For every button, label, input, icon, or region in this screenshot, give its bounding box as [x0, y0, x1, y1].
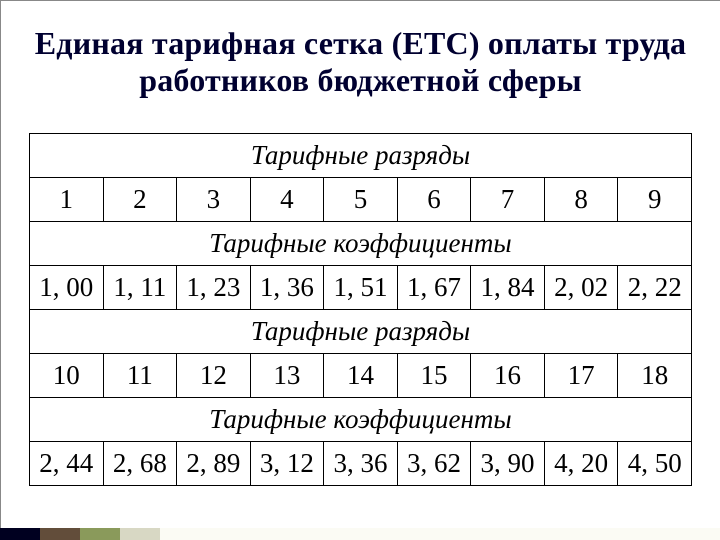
table-cell: 5 — [324, 177, 398, 221]
table-cell: 10 — [30, 353, 104, 397]
table-cell: 6 — [397, 177, 471, 221]
table-cell: 2, 89 — [177, 441, 251, 485]
table-cell: 14 — [324, 353, 398, 397]
table-cell: 3, 62 — [397, 441, 471, 485]
table-cell: 2 — [103, 177, 177, 221]
accent-block — [160, 528, 720, 540]
tariff-table: Тарифные разряды 1 2 3 4 5 6 7 8 9 Тариф… — [29, 133, 692, 486]
table-cell: 1, 23 — [177, 265, 251, 309]
table-row: 2, 44 2, 68 2, 89 3, 12 3, 36 3, 62 3, 9… — [30, 441, 692, 485]
table-row: Тарифные разряды — [30, 133, 692, 177]
table-cell: 2, 44 — [30, 441, 104, 485]
table-cell: 13 — [250, 353, 324, 397]
accent-block — [0, 528, 40, 540]
section-header: Тарифные разряды — [30, 309, 692, 353]
table-cell: 1, 51 — [324, 265, 398, 309]
table-cell: 15 — [397, 353, 471, 397]
page-title: Единая тарифная сетка (ЕТС) оплаты труда… — [29, 25, 692, 99]
accent-block — [80, 528, 120, 540]
section-header: Тарифные разряды — [30, 133, 692, 177]
table-cell: 2, 22 — [618, 265, 692, 309]
table-cell: 9 — [618, 177, 692, 221]
table-cell: 1, 84 — [471, 265, 545, 309]
table-cell: 3, 36 — [324, 441, 398, 485]
table-cell: 3, 12 — [250, 441, 324, 485]
table-cell: 1, 67 — [397, 265, 471, 309]
table-cell: 1, 11 — [103, 265, 177, 309]
table-row: Тарифные коэффициенты — [30, 397, 692, 441]
table-cell: 8 — [544, 177, 618, 221]
slide: Единая тарифная сетка (ЕТС) оплаты труда… — [0, 0, 720, 540]
table-row: Тарифные разряды — [30, 309, 692, 353]
table-row: 1 2 3 4 5 6 7 8 9 — [30, 177, 692, 221]
table-row: 1, 00 1, 11 1, 23 1, 36 1, 51 1, 67 1, 8… — [30, 265, 692, 309]
table-cell: 18 — [618, 353, 692, 397]
table-cell: 17 — [544, 353, 618, 397]
accent-block — [120, 528, 160, 540]
bottom-accent-bar — [0, 528, 720, 540]
table-cell: 7 — [471, 177, 545, 221]
table-cell: 3, 90 — [471, 441, 545, 485]
table-cell: 3 — [177, 177, 251, 221]
table-cell: 2, 02 — [544, 265, 618, 309]
table-cell: 1 — [30, 177, 104, 221]
table-cell: 4, 50 — [618, 441, 692, 485]
table-row: 10 11 12 13 14 15 16 17 18 — [30, 353, 692, 397]
section-header: Тарифные коэффициенты — [30, 221, 692, 265]
table-row: Тарифные коэффициенты — [30, 221, 692, 265]
table-cell: 4 — [250, 177, 324, 221]
table-cell: 16 — [471, 353, 545, 397]
table-cell: 11 — [103, 353, 177, 397]
table-cell: 2, 68 — [103, 441, 177, 485]
table-cell: 12 — [177, 353, 251, 397]
table-cell: 1, 36 — [250, 265, 324, 309]
accent-block — [40, 528, 80, 540]
table-cell: 1, 00 — [30, 265, 104, 309]
table-cell: 4, 20 — [544, 441, 618, 485]
section-header: Тарифные коэффициенты — [30, 397, 692, 441]
